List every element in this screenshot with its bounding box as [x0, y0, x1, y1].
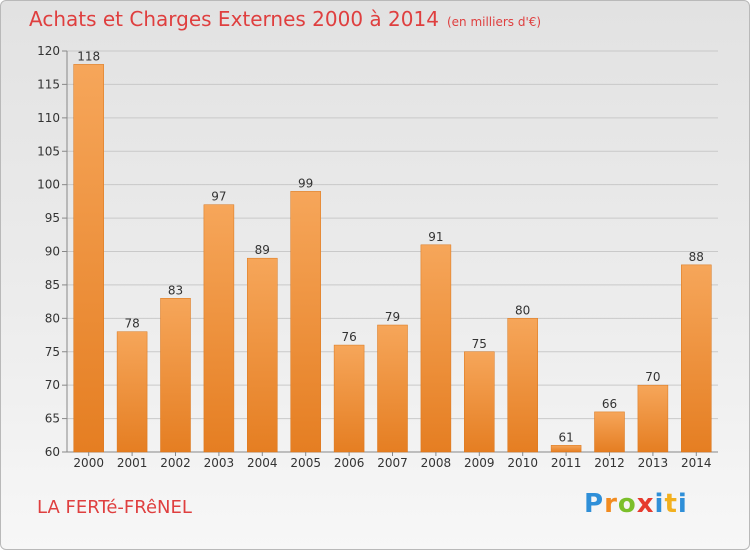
y-tick-label: 105: [37, 144, 60, 158]
data-label: 66: [602, 397, 617, 411]
bar-2003: [203, 204, 235, 453]
data-label: 70: [645, 370, 660, 384]
logo-letter: i: [654, 489, 665, 519]
data-label: 91: [428, 230, 443, 244]
y-tick-label: 90: [45, 245, 60, 259]
x-tick-label: 2011: [551, 456, 582, 470]
data-label: 88: [689, 250, 704, 264]
bar-2012: [594, 411, 625, 453]
bar-2005: [290, 191, 321, 453]
commune-name: LA FERTé-FRêNEL: [37, 497, 192, 518]
x-tick-label: 2000: [73, 456, 104, 470]
bar-2001: [116, 331, 148, 453]
bar-2013: [637, 384, 669, 453]
data-label: 99: [298, 176, 313, 190]
data-label: 118: [77, 49, 100, 63]
y-tick-label: 75: [45, 345, 60, 359]
bar-2011: [550, 445, 582, 453]
y-tick-label: 100: [37, 178, 60, 192]
data-label: 75: [472, 337, 487, 351]
y-tick-label: 70: [45, 378, 60, 392]
data-label: 76: [341, 330, 356, 344]
logo-letter: x: [636, 489, 655, 519]
x-tick-label: 2006: [334, 456, 365, 470]
bar-2008: [420, 244, 452, 453]
data-label: 80: [515, 303, 530, 317]
chart-title: Achats et Charges Externes 2000 à 2014 (e…: [29, 7, 541, 31]
logo-letter: i: [677, 489, 688, 519]
data-label: 61: [558, 430, 573, 444]
y-tick-label: 110: [37, 111, 60, 125]
bar-2004: [247, 257, 278, 453]
proxiti-logo: Proxiti: [584, 489, 688, 519]
x-tick-label: 2013: [638, 456, 669, 470]
x-tick-label: 2005: [290, 456, 321, 470]
data-label: 83: [168, 283, 183, 297]
x-tick-label: 2004: [247, 456, 278, 470]
data-label: 78: [124, 317, 139, 331]
x-tick-label: 2003: [204, 456, 235, 470]
x-tick-label: 2008: [421, 456, 452, 470]
bar-2014: [681, 264, 712, 453]
logo-letter: t: [664, 489, 678, 519]
y-tick-label: 60: [45, 445, 60, 459]
x-tick-label: 2007: [377, 456, 408, 470]
y-tick-label: 120: [37, 44, 60, 58]
logo-letter: o: [617, 489, 637, 519]
bar-2009: [464, 351, 495, 453]
x-tick-label: 2009: [464, 456, 495, 470]
x-tick-label: 2010: [507, 456, 538, 470]
data-label: 89: [255, 243, 270, 257]
x-tick-label: 2012: [594, 456, 625, 470]
y-tick-label: 65: [45, 412, 60, 426]
x-tick-label: 2001: [117, 456, 148, 470]
logo-letter: P: [584, 489, 605, 519]
data-label: 97: [211, 190, 226, 204]
title-text: Achats et Charges Externes 2000 à 2014: [29, 7, 439, 31]
y-tick-label: 95: [45, 211, 60, 225]
y-tick-label: 115: [37, 77, 60, 91]
y-tick-label: 85: [45, 278, 60, 292]
logo-letter: r: [604, 489, 618, 519]
unit-label: (en milliers d'€): [446, 15, 542, 29]
bar-2007: [377, 324, 408, 453]
bar-2002: [160, 298, 191, 453]
bar-2000: [73, 64, 104, 453]
x-tick-label: 2014: [681, 456, 712, 470]
y-tick-label: 80: [45, 311, 60, 325]
data-label: 79: [385, 310, 400, 324]
x-tick-label: 2002: [160, 456, 191, 470]
bar-2010: [507, 318, 538, 453]
bar-2006: [333, 344, 365, 453]
